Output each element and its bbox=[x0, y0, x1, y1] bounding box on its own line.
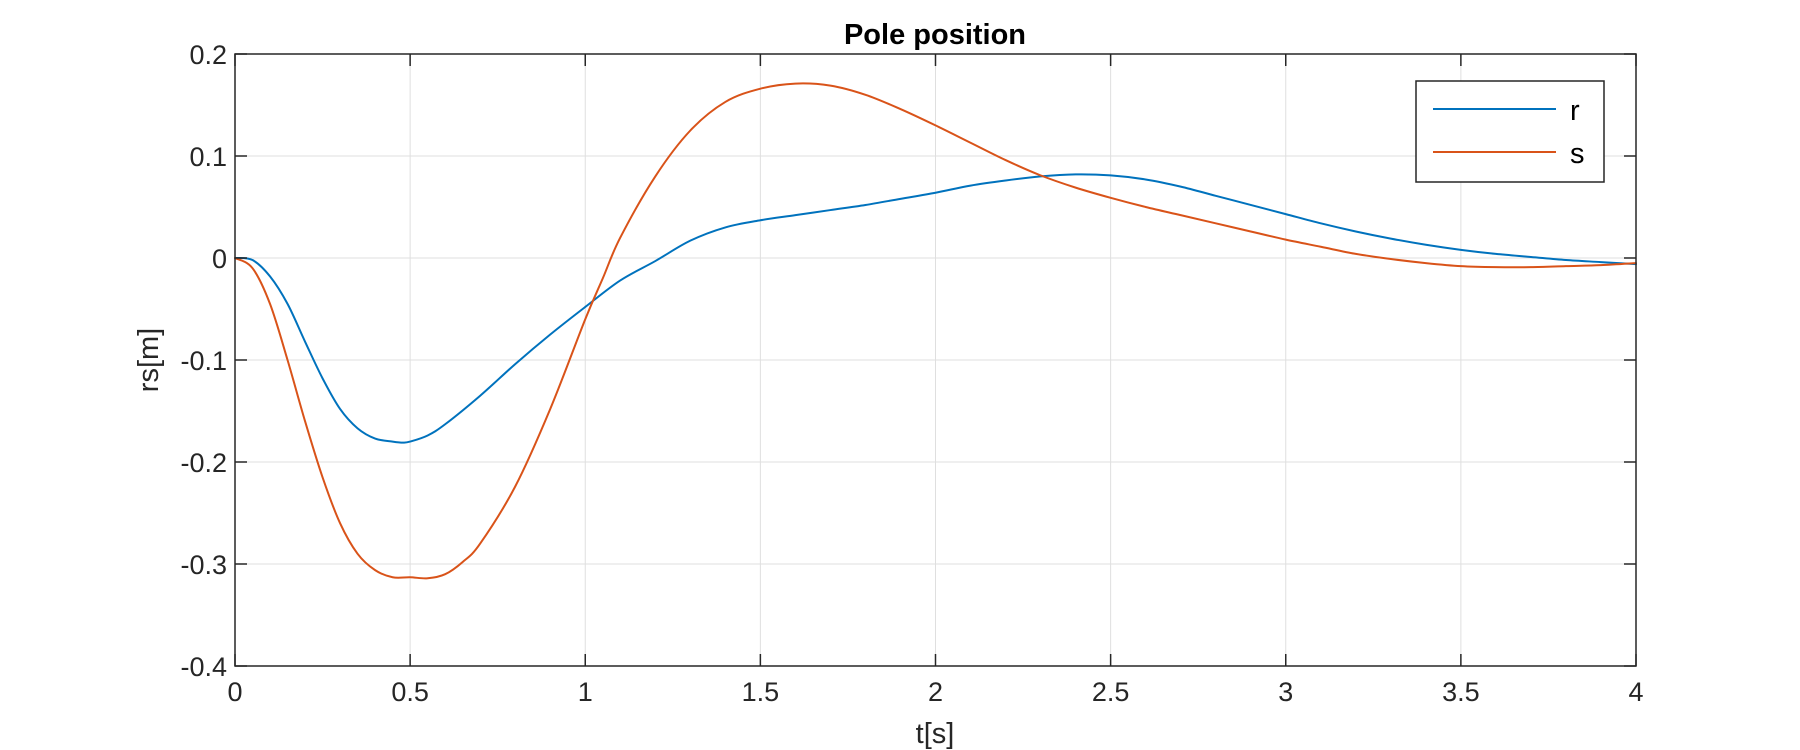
y-tick-labels: -0.4 -0.3 -0.2 -0.1 0 0.1 0.2 bbox=[180, 40, 227, 682]
series-line-s bbox=[234, 82, 1637, 580]
chart-title: Pole position bbox=[844, 19, 1026, 51]
x-tick-label: 3.5 bbox=[1442, 677, 1480, 707]
y-tick-label: 0 bbox=[212, 244, 227, 274]
y-axis-label: rs[m] bbox=[133, 328, 165, 392]
x-tick-labels: 0 0.5 1 1.5 2 2.5 3 3.5 4 bbox=[227, 677, 1643, 707]
x-tick-label: 1.5 bbox=[742, 677, 780, 707]
grid-lines bbox=[235, 54, 1636, 666]
y-tick-label: -0.4 bbox=[180, 652, 227, 682]
legend-label-r: r bbox=[1570, 95, 1580, 127]
y-tick-label: -0.1 bbox=[180, 346, 227, 376]
x-axis-label: t[s] bbox=[916, 718, 955, 750]
legend: r s bbox=[1415, 80, 1605, 183]
x-tick-label: 4 bbox=[1628, 677, 1643, 707]
x-tick-label: 2.5 bbox=[1092, 677, 1130, 707]
legend-label-s: s bbox=[1570, 138, 1585, 170]
series-line-r bbox=[234, 173, 1637, 444]
y-tick-label: -0.2 bbox=[180, 448, 227, 478]
y-tick-label: -0.3 bbox=[180, 550, 227, 580]
legend-box bbox=[1415, 80, 1605, 183]
x-tick-label: 0 bbox=[227, 677, 242, 707]
x-tick-label: 1 bbox=[578, 677, 593, 707]
x-tick-label: 3 bbox=[1278, 677, 1293, 707]
x-tick-label: 0.5 bbox=[391, 677, 429, 707]
y-tick-label: 0.2 bbox=[189, 40, 227, 70]
x-tick-label: 2 bbox=[928, 677, 943, 707]
series-layer bbox=[234, 82, 1637, 580]
plot-frame bbox=[234, 53, 1637, 667]
y-tick-label: 0.1 bbox=[189, 142, 227, 172]
